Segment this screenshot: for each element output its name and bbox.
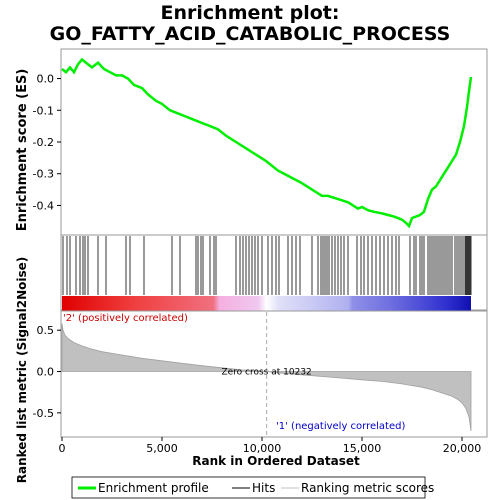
- metric-panel: Zero cross at 10232 '2' (positively corr…: [15, 257, 488, 484]
- hits-panel: [60, 234, 488, 311]
- positive-correlation-label: '2' (positively correlated): [63, 313, 188, 324]
- metric-ytick-label: 0.5: [37, 324, 55, 337]
- x-tick-label: 5,000: [146, 442, 178, 455]
- metric-ytick-label: 0.0: [37, 366, 55, 379]
- metric-ytick-label: -0.5: [33, 407, 54, 420]
- es-plot-frame: [60, 48, 488, 236]
- es-ytick-label: 0.0: [37, 73, 55, 86]
- x-axis-label: Rank in Ordered Dataset: [192, 454, 360, 468]
- es-panel: 0.0 -0.1 -0.2 -0.3 -0.4 Enrichment score (ES…: [15, 48, 488, 236]
- chart-title-line1: Enrichment plot:: [161, 2, 340, 24]
- x-tick-label: 15,000: [343, 442, 382, 455]
- chart-title-line2: GO_FATTY_ACID_CATABOLIC_PROCESS: [50, 23, 451, 45]
- es-ytick-label: -0.3: [33, 168, 54, 181]
- legend-enrichment-label: Enrichment profile: [98, 481, 209, 495]
- x-tick-label: 10,000: [243, 442, 282, 455]
- es-ytick-label: -0.1: [33, 104, 54, 117]
- zero-cross-label: Zero cross at 10232: [221, 368, 311, 378]
- negative-correlation-label: '1' (negatively correlated): [276, 421, 405, 432]
- es-axis-label: Enrichment score (ES): [15, 69, 30, 232]
- ranking-color-bar: [62, 296, 471, 311]
- x-tick-label: 20,000: [443, 442, 482, 455]
- enrichment-profile-line: [61, 57, 473, 229]
- legend: Enrichment profile Hits Ranking metric s…: [71, 476, 434, 499]
- legend-metric-label: Ranking metric scores: [301, 481, 434, 495]
- es-ytick-label: -0.4: [33, 199, 54, 212]
- legend-hits-label: Hits: [252, 481, 275, 495]
- metric-axis-label: Ranked list metric (Signal2Noise): [15, 257, 29, 484]
- x-tick-label: 0: [59, 442, 66, 455]
- ranking-metric-area: [61, 323, 472, 432]
- es-ytick-label: -0.2: [33, 136, 54, 149]
